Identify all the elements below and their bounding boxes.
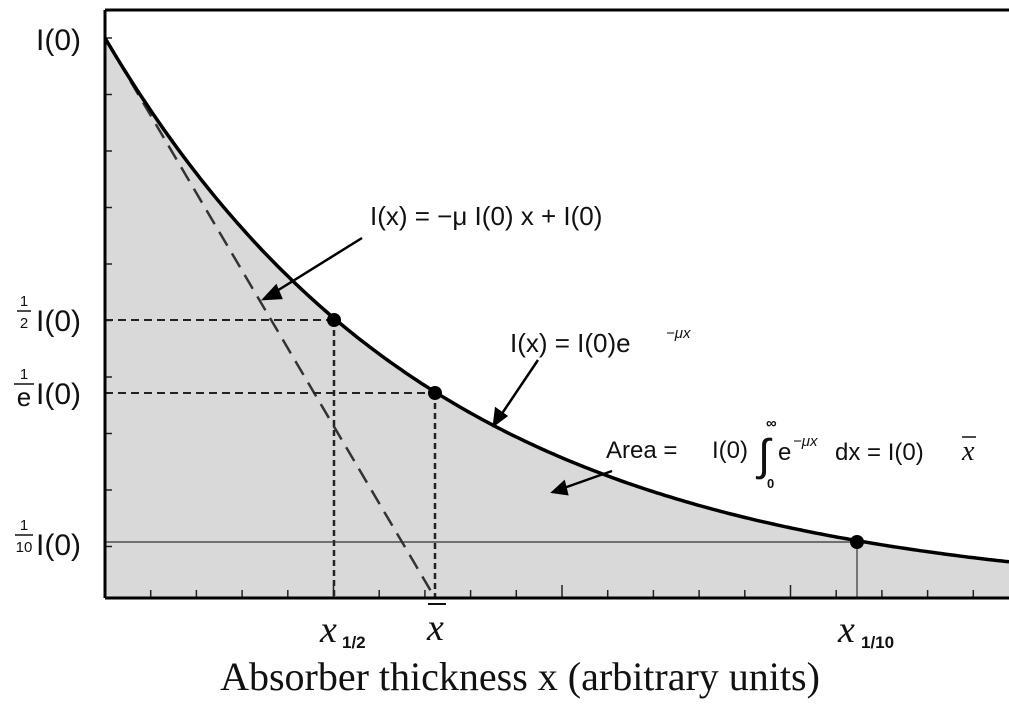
arrow	[271, 236, 363, 296]
area-prefix: I(0)	[712, 437, 748, 464]
numerator: 1	[20, 293, 28, 310]
y-label: I(0)	[36, 529, 81, 562]
arrows	[260, 236, 613, 496]
area-result: x	[961, 436, 975, 467]
y-label: I(0)	[36, 305, 81, 338]
x-label-subscript: 1/10	[861, 633, 894, 652]
area-label: Area =	[606, 437, 677, 464]
numerator: 1	[20, 366, 28, 383]
y-label: I(0)	[36, 24, 81, 57]
superscript: −μx	[666, 325, 691, 342]
x-label-subscript: 1/2	[342, 633, 366, 652]
area-suffix: dx = I(0)	[835, 439, 924, 466]
integrand: e	[778, 439, 791, 466]
arrow-head	[492, 406, 509, 428]
mean-point	[428, 386, 442, 400]
denominator: e	[17, 382, 31, 412]
y-label: I(0)	[36, 378, 81, 411]
exponential-equation: I(x) = I(0)e	[510, 328, 631, 358]
area-under-curve	[105, 38, 1009, 598]
arrow	[497, 359, 540, 419]
numerator: 1	[20, 517, 28, 534]
half-point	[327, 313, 341, 327]
x-label: x	[426, 607, 444, 649]
integral-upper: ∞	[766, 415, 777, 432]
x-label: x	[837, 609, 855, 651]
arrow-head	[550, 479, 569, 496]
area-equation: Area = I(0) ∫ ∞ 0 e −μx dx = I(0) x	[606, 415, 976, 491]
denominator: 10	[16, 539, 33, 556]
x-label: x	[319, 609, 337, 651]
arrow-head	[260, 283, 283, 301]
integral-lower: 0	[767, 476, 774, 491]
y-label-tenth: 1 10 I(0)	[15, 517, 81, 562]
y-label-e: 1 e I(0)	[14, 366, 81, 412]
y-label-half: 1 2 I(0)	[17, 293, 81, 338]
integral-sign: ∫	[755, 431, 773, 480]
tenth-point	[850, 535, 864, 549]
arrow	[560, 469, 613, 491]
x-axis-title: Absorber thickness x (arbitrary units)	[220, 654, 820, 699]
tangent-line	[103, 37, 437, 599]
tangent-equation: I(x) = −μ I(0) x + I(0)	[370, 201, 602, 231]
superscript: −μx	[793, 433, 818, 450]
denominator: 2	[20, 315, 28, 332]
